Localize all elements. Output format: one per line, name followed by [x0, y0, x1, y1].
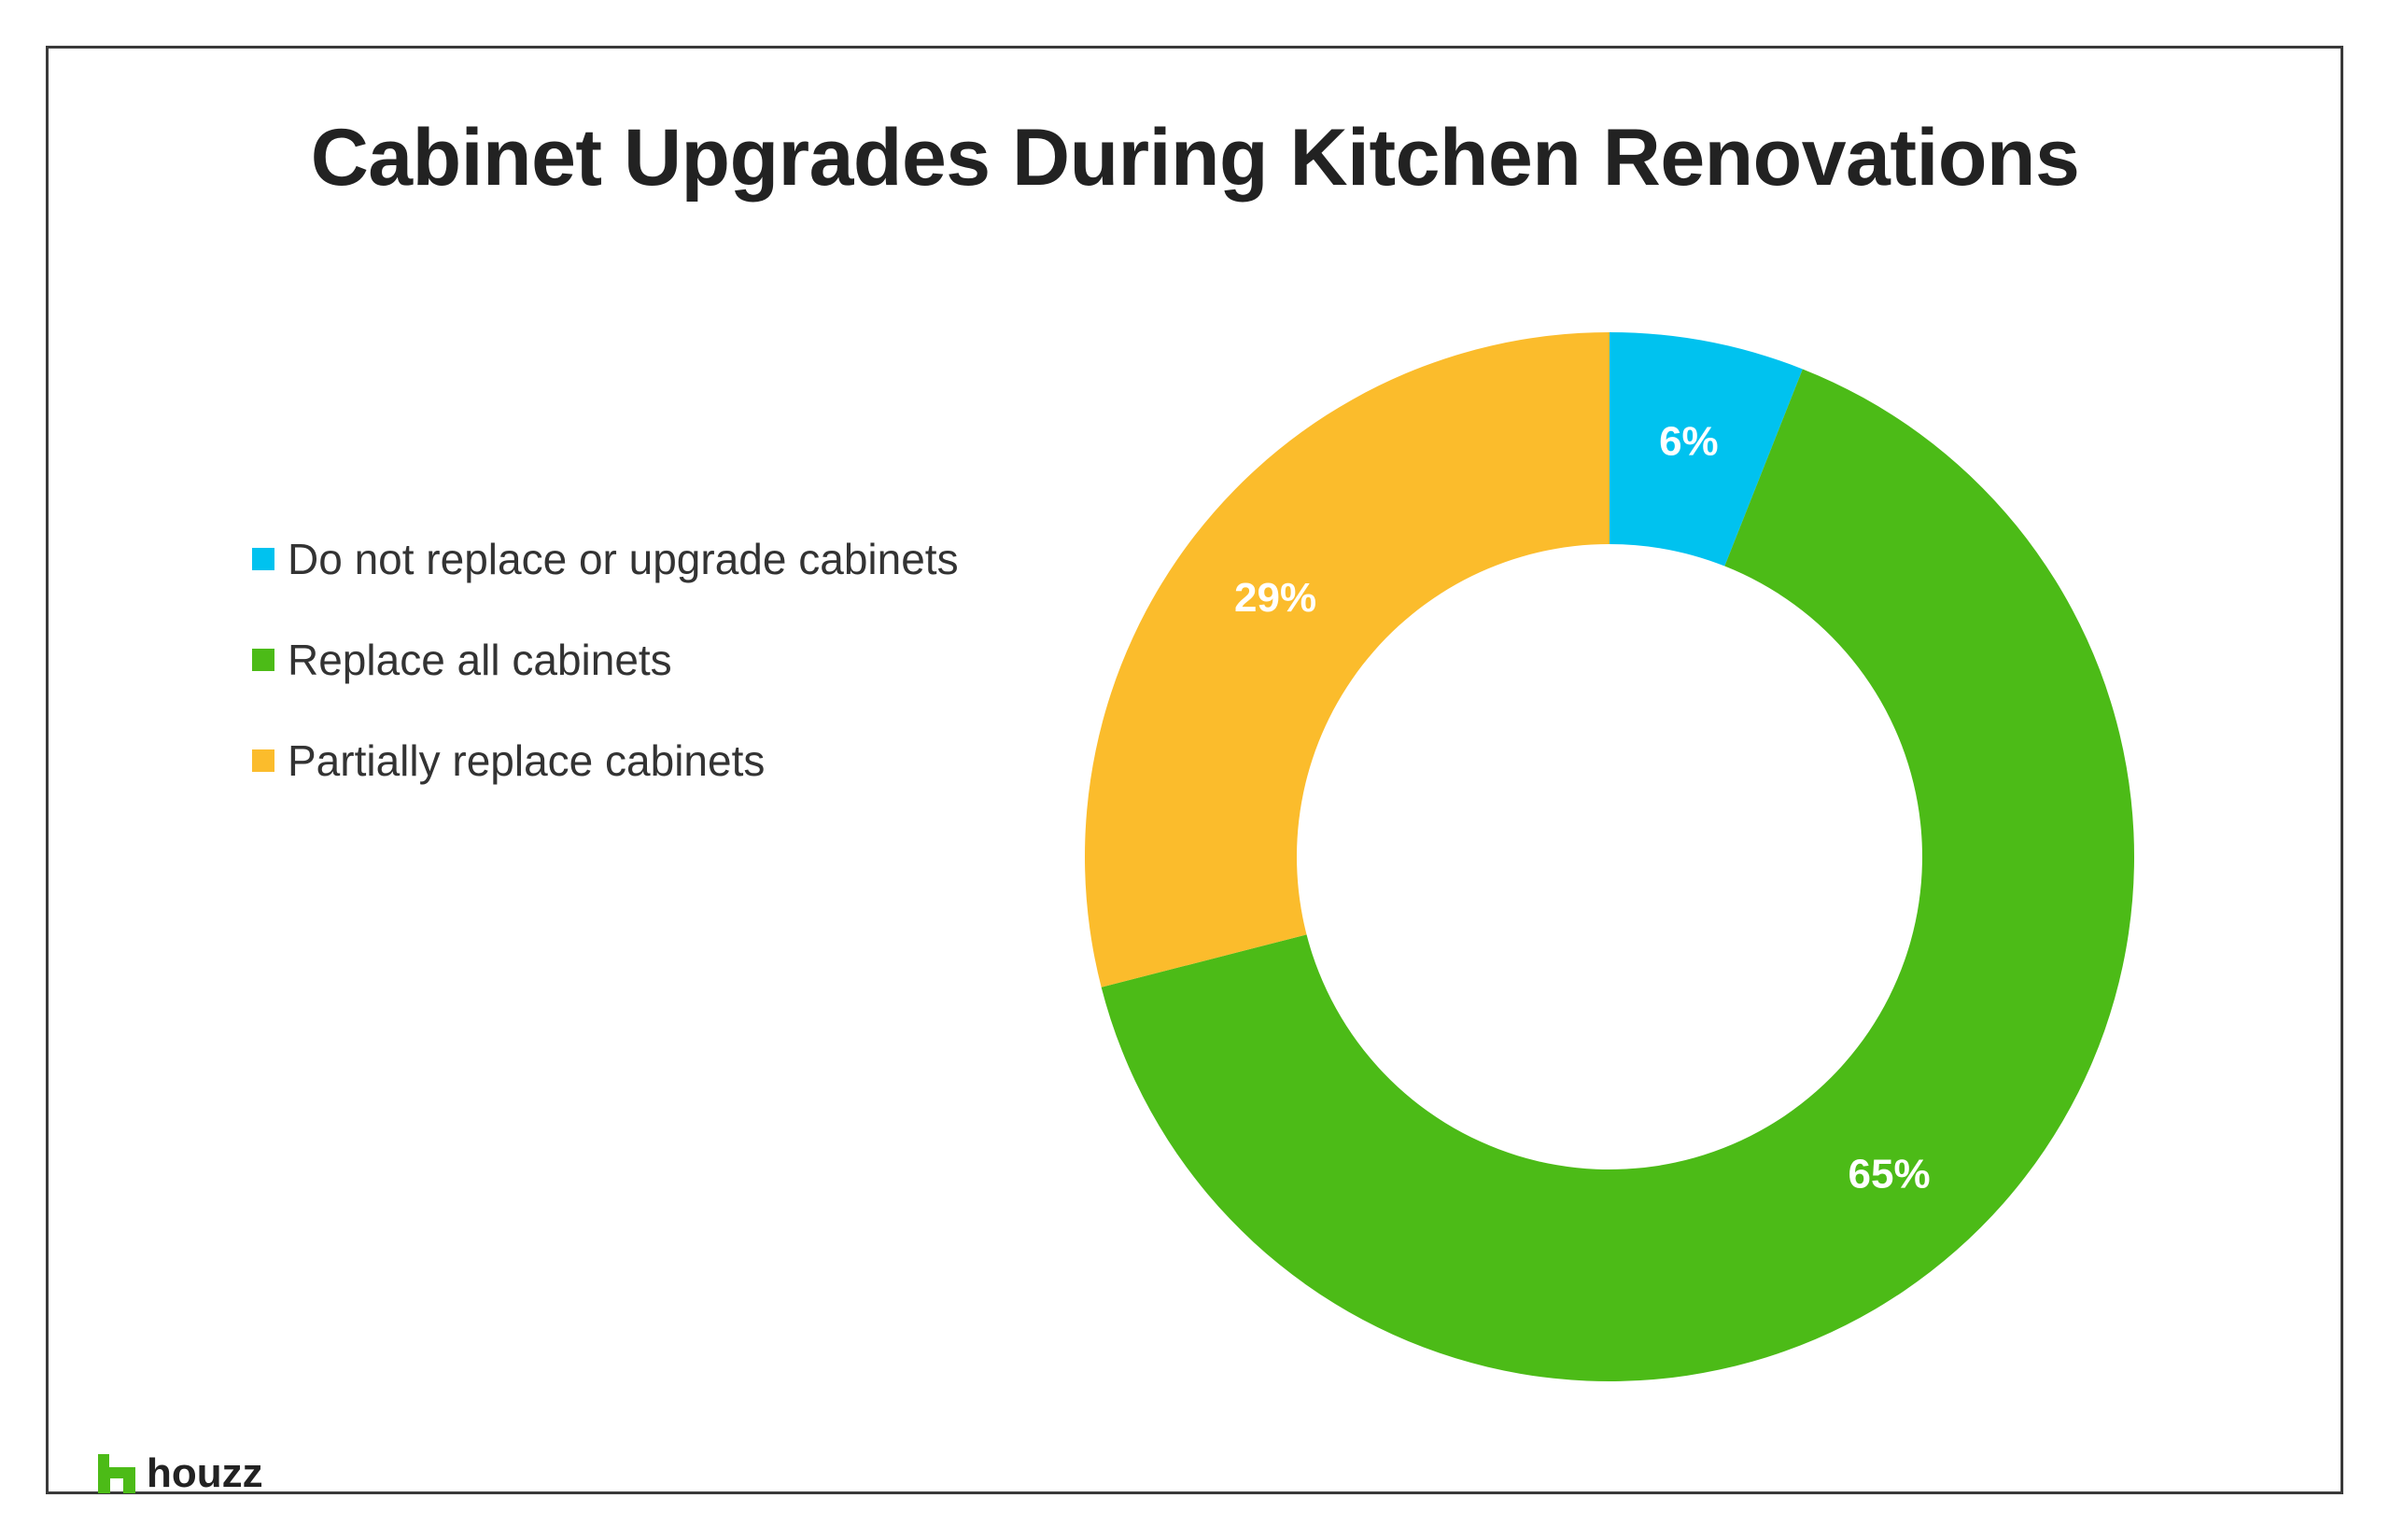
- houzz-logo: houzz: [98, 1450, 263, 1496]
- data-label-replace-all: 65%: [1849, 1151, 1931, 1197]
- legend-label: Do not replace or upgrade cabinets: [288, 535, 959, 583]
- legend-swatch-green: [252, 649, 274, 671]
- logo-text: houzz: [147, 1450, 263, 1496]
- legend-item-replace-all: Replace all cabinets: [252, 609, 959, 710]
- houzz-logo-icon: [98, 1454, 135, 1493]
- legend-swatch-blue: [252, 548, 274, 570]
- legend-item-partially-replace: Partially replace cabinets: [252, 710, 959, 811]
- data-label-partially-replace: 29%: [1234, 575, 1316, 621]
- data-label-do-not-replace: 6%: [1659, 419, 1719, 465]
- legend-label: Replace all cabinets: [288, 636, 672, 684]
- legend-item-do-not-replace: Do not replace or upgrade cabinets: [252, 509, 959, 609]
- chart-title: Cabinet Upgrades During Kitchen Renovati…: [310, 113, 2080, 203]
- slice-do-not-replace: [1610, 332, 1803, 567]
- legend-label: Partially replace cabinets: [288, 736, 766, 785]
- legend-swatch-yellow: [252, 749, 274, 772]
- slice-replace-all: [1101, 369, 2134, 1381]
- slice-partially-replace: [1084, 332, 1610, 987]
- legend: Do not replace or upgrade cabinets Repla…: [252, 509, 959, 811]
